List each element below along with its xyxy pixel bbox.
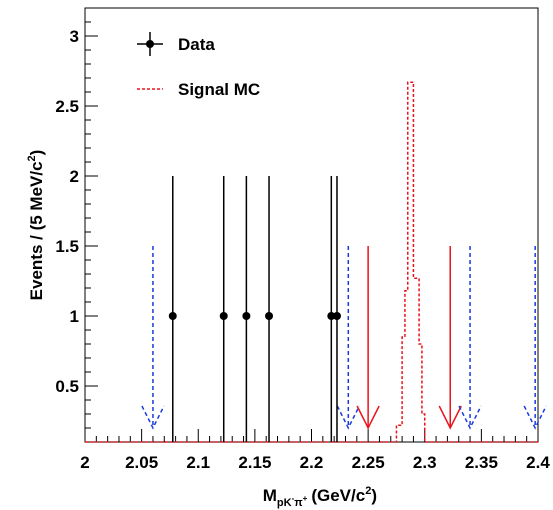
data-point — [265, 176, 274, 442]
data-marker — [327, 312, 336, 320]
data-marker — [168, 312, 177, 320]
y-tick-label: 0.5 — [55, 377, 79, 396]
y-axis-title: Events / (5 MeV/c2) — [26, 150, 46, 301]
y-tick-label: 2 — [70, 167, 79, 186]
x-tick-labels: 2 2.05 2.1 2.15 2.2 2.25 2.3 2.35 2.4 — [80, 453, 550, 472]
data-marker — [219, 312, 228, 320]
y-tick-label: 1.5 — [55, 237, 79, 256]
selection-arrow — [523, 246, 547, 430]
data-point — [168, 176, 177, 442]
selection-arrow — [438, 246, 462, 430]
x-tick-label: 2.35 — [465, 453, 498, 472]
x-tick-label: 2.4 — [526, 453, 550, 472]
plot-frame — [84, 7, 539, 443]
data-points — [168, 176, 341, 442]
selection-arrow — [356, 246, 380, 430]
legend: Data Signal MC — [137, 32, 260, 99]
y-tick-label: 1 — [70, 307, 79, 326]
data-point — [332, 176, 341, 442]
data-marker — [265, 312, 274, 320]
x-tick-label: 2.2 — [300, 453, 324, 472]
x-tick-label: 2.1 — [186, 453, 210, 472]
legend-data-marker — [146, 40, 154, 48]
selection-arrows — [141, 246, 547, 430]
data-point — [219, 176, 228, 442]
axis-ticks — [84, 7, 539, 443]
data-marker — [242, 312, 251, 320]
selection-arrow — [336, 246, 360, 430]
x-tick-label: 2.15 — [238, 453, 271, 472]
y-tick-label: 3 — [70, 27, 79, 46]
legend-signal-mc-label: Signal MC — [178, 80, 260, 99]
x-tick-label: 2.05 — [125, 453, 158, 472]
data-point — [327, 176, 336, 442]
x-axis-title: MpK-π+ (GeV/c2) — [263, 485, 377, 509]
selection-arrow — [458, 246, 482, 430]
data-marker — [332, 312, 341, 320]
x-tick-label: 2 — [80, 453, 89, 472]
selection-arrow — [141, 246, 165, 430]
x-tick-label: 2.3 — [413, 453, 437, 472]
y-tick-label: 2.5 — [55, 97, 79, 116]
x-tick-label: 2.25 — [352, 453, 385, 472]
data-point — [242, 176, 251, 442]
y-tick-labels: 0.5 1 1.5 2 2.5 3 — [55, 27, 79, 396]
legend-data-label: Data — [178, 35, 215, 54]
